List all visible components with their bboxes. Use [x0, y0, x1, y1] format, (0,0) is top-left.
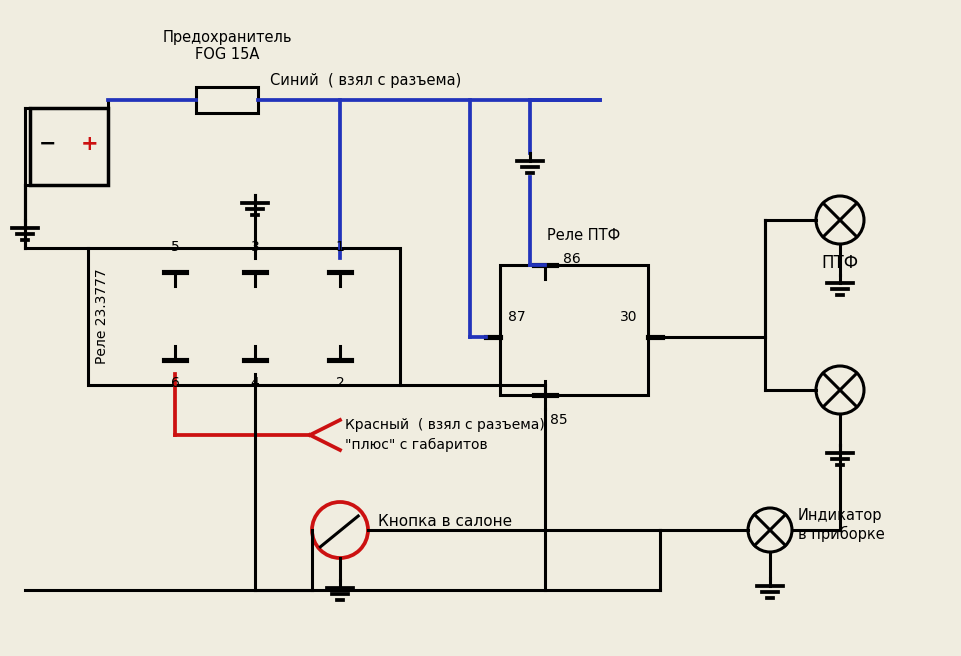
- Bar: [196, 87, 258, 113]
- Bar: [500, 265, 648, 395]
- Text: Кнопка в салоне: Кнопка в салоне: [378, 514, 511, 529]
- Text: 3: 3: [251, 240, 259, 254]
- Text: +: +: [81, 134, 99, 154]
- Text: Синий  ( взял с разъема): Синий ( взял с разъема): [270, 73, 460, 88]
- Text: 30: 30: [619, 310, 637, 324]
- Text: 2: 2: [335, 376, 344, 390]
- Text: Реле ПТФ: Реле ПТФ: [547, 228, 620, 243]
- Text: −: −: [39, 134, 57, 154]
- Text: 1: 1: [335, 240, 344, 254]
- Text: 6: 6: [170, 376, 180, 390]
- Text: Индикатор
в приборке: Индикатор в приборке: [798, 508, 884, 542]
- Text: 5: 5: [170, 240, 179, 254]
- Text: 87: 87: [507, 310, 525, 324]
- Text: Красный  ( взял с разъема): Красный ( взял с разъема): [345, 418, 544, 432]
- Bar: [87, 248, 400, 385]
- Text: 4: 4: [251, 376, 259, 390]
- Text: 85: 85: [550, 413, 567, 427]
- Bar: [30, 108, 108, 185]
- Text: ПТФ: ПТФ: [821, 254, 857, 272]
- Text: 86: 86: [562, 252, 580, 266]
- Text: Предохранитель
FOG 15A: Предохранитель FOG 15A: [162, 30, 291, 62]
- Text: "плюс" с габаритов: "плюс" с габаритов: [345, 438, 487, 452]
- Text: Реле 23.3777: Реле 23.3777: [95, 269, 109, 364]
